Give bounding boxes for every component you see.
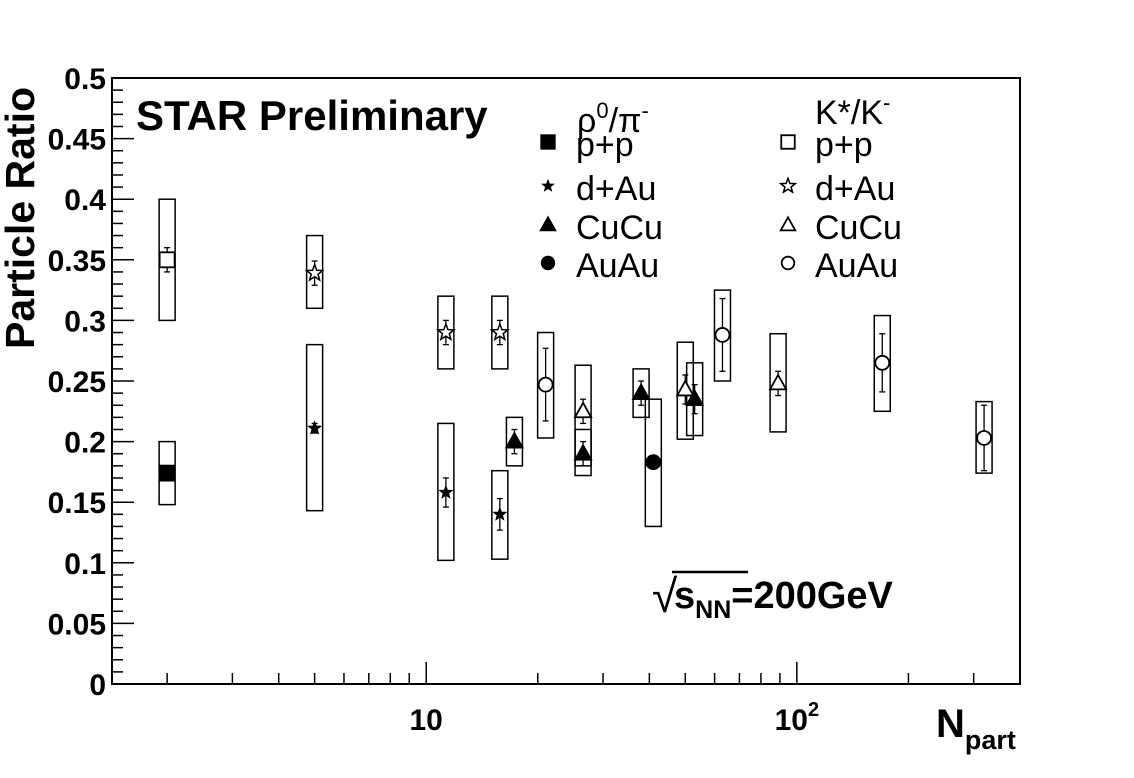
- systematic-box: [632, 368, 650, 419]
- systematic-box: [713, 289, 732, 382]
- data-point: [645, 454, 662, 471]
- systematic-box: [685, 362, 704, 437]
- legend-label-kstar: AuAu: [815, 247, 898, 285]
- systematic-box: [437, 422, 455, 562]
- legend-label-kstar: CuCu: [815, 209, 902, 247]
- data-point: [158, 251, 176, 269]
- energy-value: =200GeV: [731, 575, 893, 617]
- legend-label-kstar: p+p: [815, 126, 873, 164]
- legend-marker-kstar: [780, 255, 796, 271]
- systematic-box: [536, 331, 555, 439]
- legend-label-rho: p+p: [576, 126, 634, 164]
- y-axis-ticks: [112, 77, 134, 685]
- y-tick-label: 0.4: [64, 184, 106, 217]
- data-point: [874, 354, 891, 371]
- legend-label-rho: AuAu: [576, 247, 659, 285]
- x-axis-ticks: [166, 662, 1021, 684]
- x-axis-title-main: N: [936, 702, 965, 746]
- data-point: [675, 379, 695, 397]
- data-point: [573, 443, 593, 461]
- legend-marker-rho: [541, 178, 555, 192]
- data-point: [435, 321, 456, 342]
- legend-label-rho: d+Au: [576, 170, 656, 208]
- data-markers: [158, 251, 992, 521]
- y-tick-label: 0.05: [48, 608, 106, 641]
- data-point: [768, 373, 788, 391]
- data-point: [976, 430, 992, 446]
- x-tick-label: 10: [410, 704, 443, 737]
- systematic-box: [975, 400, 993, 474]
- y-tick-label: 0.45: [48, 124, 106, 157]
- energy-annotation-text: sNN=200GeV: [674, 575, 894, 624]
- x-axis-title-sub: part: [965, 725, 1016, 755]
- systematic-box: [873, 314, 892, 413]
- data-point: [304, 262, 325, 282]
- legend-marker-kstar: [778, 176, 798, 194]
- y-tick-label: 0.3: [64, 305, 106, 338]
- y-tick-label: 0.1: [64, 548, 106, 581]
- sqrt-symbol: √: [652, 570, 678, 622]
- legend-label-rho: CuCu: [576, 209, 663, 247]
- data-point: [573, 400, 593, 419]
- y-axis-tick-labels: 0 0.05 0.1 0.15 0.2 0.25 0.3 0.35 0.4 0.45 0.5: [48, 63, 107, 702]
- legend-header-kstar: K*/K-: [815, 90, 890, 132]
- systematic-box: [505, 416, 524, 467]
- energy-annotation: √ sNN=200GeV: [652, 570, 894, 624]
- legend-marker-rho: [539, 215, 557, 232]
- y-tick-label: 0.15: [48, 487, 106, 520]
- y-tick-label: 0.25: [48, 366, 106, 399]
- systematic-box: [644, 398, 663, 528]
- systematic-box: [437, 295, 455, 370]
- x-tick-label: 102: [775, 699, 820, 737]
- y-tick-label: 0.2: [64, 427, 106, 460]
- data-point: [714, 327, 731, 343]
- systematic-box: [305, 343, 324, 512]
- data-point: [685, 388, 705, 407]
- legend-marker-rho: [540, 255, 556, 271]
- legend-marker-kstar: [779, 215, 797, 232]
- systematic-box: [676, 341, 695, 440]
- data-point: [158, 464, 176, 482]
- y-tick-label: 0: [89, 669, 106, 702]
- systematic-box: [491, 295, 509, 370]
- legend-marker-kstar: [780, 134, 796, 150]
- data-point: [537, 376, 554, 393]
- legend-header-rho: ρ0/π-: [577, 98, 649, 140]
- data-point: [489, 321, 510, 342]
- data-point: [504, 431, 525, 449]
- y-tick-label: 0.35: [48, 245, 106, 278]
- data-point: [492, 506, 508, 521]
- chart-title: STAR Preliminary: [136, 92, 488, 139]
- x-axis-tick-labels: 10 102: [410, 699, 820, 737]
- systematic-box: [491, 469, 509, 560]
- energy-sub: NN: [695, 596, 731, 624]
- data-point: [307, 420, 323, 435]
- legend-label-kstar: d+Au: [815, 170, 895, 208]
- energy-s: s: [674, 575, 695, 617]
- y-tick-label: 0.5: [64, 63, 106, 96]
- legend-marker-rho: [540, 134, 556, 150]
- y-axis-title: Particle Ratio: [0, 87, 43, 349]
- data-point: [438, 484, 454, 499]
- systematic-box: [305, 234, 324, 310]
- x-axis-title: Npart: [936, 702, 1016, 755]
- systematic-box: [769, 332, 787, 433]
- data-point: [631, 382, 651, 400]
